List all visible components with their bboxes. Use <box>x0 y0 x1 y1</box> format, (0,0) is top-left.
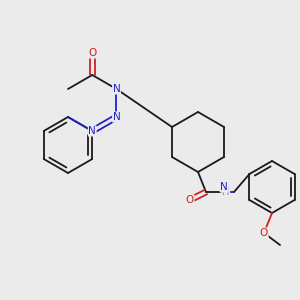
Text: N: N <box>112 112 120 122</box>
Text: O: O <box>186 195 194 205</box>
Text: O: O <box>260 228 268 238</box>
Text: N: N <box>88 126 96 136</box>
Text: N: N <box>220 182 228 192</box>
Text: H: H <box>222 187 230 197</box>
Text: O: O <box>88 48 96 58</box>
Text: N: N <box>112 84 120 94</box>
